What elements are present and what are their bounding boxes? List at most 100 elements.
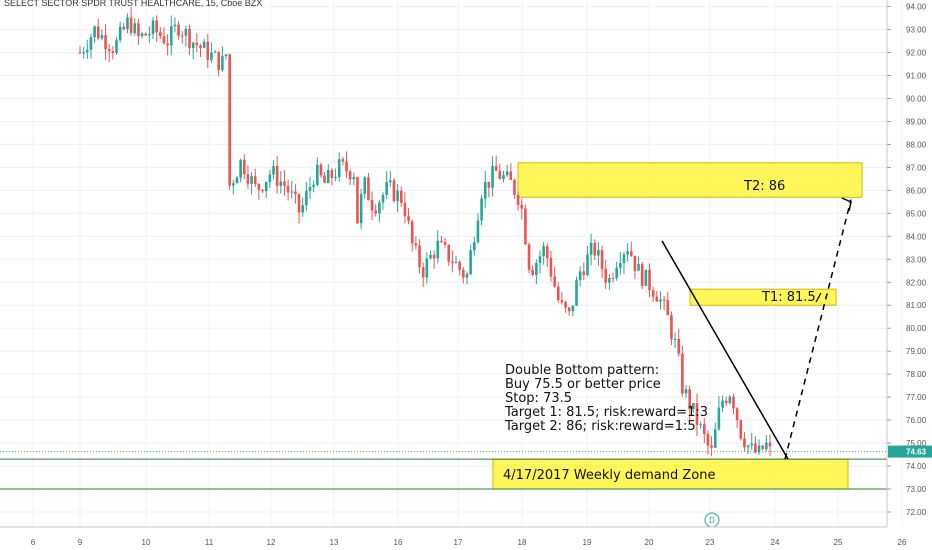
candle-body xyxy=(257,183,261,190)
candle-body xyxy=(148,33,151,36)
candle-body xyxy=(286,185,290,193)
candle-body xyxy=(735,408,739,421)
last-price-badge xyxy=(888,445,932,458)
candle-body xyxy=(586,254,589,276)
candle-body xyxy=(381,194,385,203)
candle-body xyxy=(443,241,447,245)
candle-body xyxy=(78,52,82,54)
y-tick-label: 83.00 xyxy=(906,255,927,264)
candle-body xyxy=(359,193,363,224)
candle-body xyxy=(107,49,111,52)
candle-body xyxy=(180,35,184,37)
candle-body xyxy=(677,339,681,354)
candle-body xyxy=(279,181,283,186)
candle-body xyxy=(104,35,107,50)
candle-body xyxy=(407,216,410,222)
y-tick-label: 92.00 xyxy=(906,49,927,58)
pattern-note: Double Bottom pattern: Buy 75.5 or bette… xyxy=(505,364,708,434)
candle-body xyxy=(363,177,367,194)
candle-body xyxy=(673,339,677,341)
candle-body xyxy=(524,208,527,245)
y-tick-label: 94.00 xyxy=(906,3,927,12)
candle-body xyxy=(348,171,352,180)
candle-body xyxy=(629,251,633,256)
candle-body xyxy=(221,56,224,71)
candle-body xyxy=(188,28,191,48)
candle-body xyxy=(370,199,374,211)
candle-body xyxy=(589,242,593,255)
candle-body xyxy=(356,177,359,224)
candle-body xyxy=(458,262,461,270)
time-axis: 6 9 10 11 12 13 16 17 18 19 20 23 24 25 26 xyxy=(0,526,907,547)
last-price-value: 74.63 xyxy=(906,448,927,457)
candle-body xyxy=(246,174,250,184)
candle-body xyxy=(531,269,534,275)
y-tick-label: 88.00 xyxy=(906,140,927,149)
candle-body xyxy=(93,26,96,38)
trendline xyxy=(661,240,789,460)
d-marker-label: D xyxy=(709,516,715,525)
candle-body xyxy=(129,17,133,34)
candle-body xyxy=(122,26,126,30)
candle-body xyxy=(195,42,199,46)
candle-body xyxy=(757,445,761,453)
candle-body xyxy=(706,433,710,446)
y-tick-label: 82.00 xyxy=(906,278,927,287)
overlay-layer: D xyxy=(0,197,887,528)
candle-body xyxy=(498,170,502,179)
candle-body xyxy=(367,177,370,200)
candle-body xyxy=(502,175,505,179)
candle-body xyxy=(96,26,100,39)
candle-body xyxy=(399,190,403,203)
x-tick-label: 9 xyxy=(78,538,83,547)
note-line-4: Target 1: 81.5; risk:reward=1:3 xyxy=(505,405,709,420)
candle-body xyxy=(202,41,206,48)
candle-body xyxy=(732,396,735,409)
candle-body xyxy=(151,20,155,34)
candle-body xyxy=(662,299,666,301)
candle-body xyxy=(454,262,458,264)
candle-body xyxy=(640,263,644,286)
candle-body xyxy=(436,240,440,259)
candle-body xyxy=(692,403,695,410)
y-tick-label: 79.00 xyxy=(906,347,927,356)
candle-body xyxy=(89,37,93,50)
candle-body xyxy=(509,171,513,180)
candle-body xyxy=(754,443,757,453)
candle-body xyxy=(487,181,491,188)
candle-body xyxy=(655,296,659,302)
candle-body xyxy=(440,240,443,242)
candle-body xyxy=(699,424,702,426)
candle-body xyxy=(681,353,684,394)
candle-body xyxy=(494,166,498,171)
candle-body xyxy=(472,242,476,251)
candle-body xyxy=(272,166,275,175)
candle-body xyxy=(513,179,516,196)
candle-body xyxy=(341,159,345,162)
candle-body xyxy=(268,174,272,182)
candle-body xyxy=(253,176,257,184)
candle-body xyxy=(724,400,728,403)
candle-body xyxy=(224,54,228,57)
candle-body xyxy=(261,189,264,192)
candle-body xyxy=(768,442,772,447)
candle-body xyxy=(137,23,140,37)
candle-body xyxy=(144,33,148,36)
projection-line xyxy=(784,199,852,460)
candle-body xyxy=(462,269,465,278)
candle-body xyxy=(710,445,713,448)
candle-body xyxy=(199,45,202,48)
candle-body xyxy=(173,24,177,27)
candle-body xyxy=(648,269,651,291)
candle-body xyxy=(301,205,304,213)
candle-body xyxy=(155,20,158,33)
candle-body xyxy=(111,51,115,54)
candle-body xyxy=(553,276,556,287)
price-axis: 72.00 73.00 74.00 75.00 76.00 77.00 78.00 79.00… xyxy=(886,0,932,527)
candle-body xyxy=(312,184,315,187)
candle-body xyxy=(418,245,421,268)
candle-body xyxy=(527,244,531,270)
candle-body xyxy=(374,210,378,214)
candle-body xyxy=(702,424,706,434)
candle-body xyxy=(451,261,454,264)
